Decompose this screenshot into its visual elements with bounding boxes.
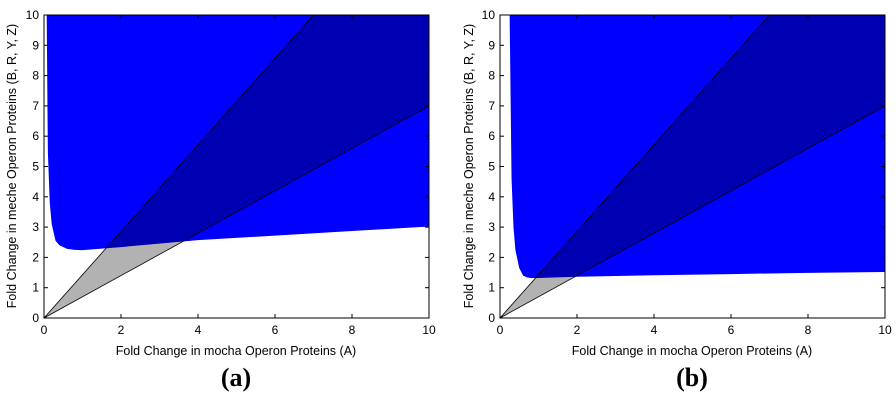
y-tick-label: 4: [488, 190, 495, 204]
y-tick-label: 2: [32, 250, 39, 264]
y-tick-label: 0: [32, 311, 39, 325]
y-tick-label: 9: [32, 38, 39, 52]
y-tick-label: 8: [32, 69, 39, 83]
y-tick-label: 6: [488, 129, 495, 143]
wedge-region-area: [500, 15, 885, 318]
x-tick-label: 6: [728, 323, 735, 337]
panel-label-b: (b): [676, 363, 708, 392]
chart-panel-a: 0 2 4 6 8 10 0 1 2 3 4 5 6 7 8 9 10 Fold Change in moch…: [5, 8, 436, 392]
y-tick-label: 10: [26, 8, 40, 22]
wedge-lower-line: [44, 105, 429, 318]
y-tick-label: 4: [32, 190, 39, 204]
y-tick-label: 0: [488, 311, 495, 325]
x-axis-label: Fold Change in mocha Operon Proteins (A): [572, 344, 812, 358]
y-tick-label: 3: [488, 220, 495, 234]
y-axis-label: Fold Change in meche Operon Proteins (B,…: [462, 24, 476, 308]
y-tick-label: 9: [488, 38, 495, 52]
x-tick-label: 4: [651, 323, 658, 337]
x-tick-label: 10: [878, 323, 892, 337]
wedge-region-area: [44, 15, 429, 318]
y-tick-label: 6: [32, 129, 39, 143]
y-tick-label: 2: [488, 250, 495, 264]
x-tick-label: 10: [422, 323, 436, 337]
x-tick-label: 0: [41, 323, 48, 337]
y-tick-label: 5: [32, 160, 39, 174]
panel-label-a: (a): [221, 363, 251, 392]
x-tick-label: 8: [349, 323, 356, 337]
x-tick-label: 6: [272, 323, 279, 337]
wedge-upper-line: [44, 15, 314, 318]
wedge-lower-line: [500, 105, 885, 318]
x-axis-label: Fold Change in mocha Operon Proteins (A): [116, 344, 356, 358]
x-axis: 0 2 4 6 8 10: [41, 15, 436, 337]
chart-panel-b: 0 2 4 6 8 10 0 1 2 3 4 5 6 7 8 9 10 Fold Change in moch…: [462, 8, 892, 392]
x-tick-label: 2: [118, 323, 125, 337]
y-tick-label: 1: [32, 281, 39, 295]
feasible-region-area: [46, 15, 429, 251]
x-tick-label: 0: [497, 323, 504, 337]
y-tick-label: 7: [32, 99, 39, 113]
x-tick-label: 4: [195, 323, 202, 337]
y-tick-label: 1: [488, 281, 495, 295]
wedge-upper-line: [500, 15, 770, 318]
feasible-region-area: [509, 15, 885, 279]
y-axis: 0 1 2 3 4 5 6 7 8 9 10: [26, 8, 429, 325]
y-tick-label: 3: [32, 220, 39, 234]
x-tick-label: 2: [574, 323, 581, 337]
y-tick-label: 7: [488, 99, 495, 113]
x-tick-label: 8: [805, 323, 812, 337]
y-tick-label: 8: [488, 69, 495, 83]
y-axis-label: Fold Change in meche Operon Proteins (B,…: [5, 24, 19, 308]
y-tick-label: 10: [482, 8, 496, 22]
x-axis: 0 2 4 6 8 10: [497, 15, 892, 337]
y-axis: 0 1 2 3 4 5 6 7 8 9 10: [482, 8, 885, 325]
y-tick-label: 5: [488, 160, 495, 174]
